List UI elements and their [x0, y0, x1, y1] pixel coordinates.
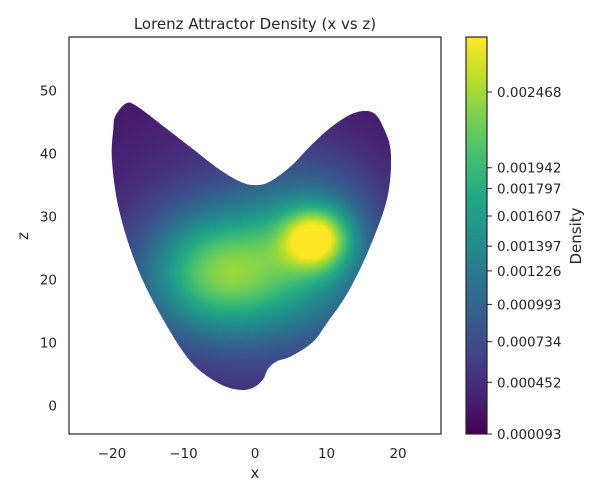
- x-axis-label: x: [251, 464, 260, 482]
- x-tick-label: 20: [389, 446, 406, 462]
- y-axis-label: z: [14, 232, 32, 240]
- plot-area: −20 −10 0 10 20 0 10 20 30 40 50: [40, 36, 442, 462]
- colorbar: 0.000093 0.000452 0.000734 0.000993 0.001226…: [465, 36, 585, 443]
- colorbar-tick-label: 0.000093: [497, 427, 561, 443]
- x-tick-label: −10: [169, 446, 198, 462]
- colorbar-label: Density: [567, 207, 585, 264]
- colorbar-ticks: 0.000093 0.000452 0.000734 0.000993 0.001226…: [487, 85, 561, 443]
- colorbar-tick-label: 0.000993: [497, 297, 561, 313]
- y-tick-label: 0: [48, 399, 57, 415]
- x-tick-label: −20: [98, 446, 127, 462]
- colorbar-tick-label: 0.001397: [497, 239, 561, 255]
- y-axis: 0 10 20 30 40 50: [40, 84, 57, 415]
- x-tick-label: 10: [318, 446, 335, 462]
- chart-title: Lorenz Attractor Density (x vs z): [134, 15, 376, 33]
- colorbar-tick-label: 0.000452: [497, 375, 561, 391]
- colorbar-tick-label: 0.001797: [497, 182, 561, 198]
- x-tick-label: 0: [251, 446, 260, 462]
- x-axis: −20 −10 0 10 20: [98, 446, 407, 462]
- colorbar-tick-label: 0.002468: [497, 85, 561, 101]
- colorbar-tick-label: 0.001607: [497, 209, 561, 225]
- plot-frame: [68, 36, 442, 435]
- y-tick-label: 50: [40, 84, 57, 100]
- y-tick-label: 30: [40, 210, 57, 226]
- y-tick-label: 10: [40, 336, 57, 352]
- y-tick-label: 40: [40, 147, 57, 163]
- colorbar-frame: [465, 36, 488, 435]
- y-tick-label: 20: [40, 273, 57, 289]
- colorbar-tick-label: 0.001226: [497, 264, 561, 280]
- colorbar-tick-label: 0.000734: [497, 335, 561, 351]
- colorbar-gradient: [466, 37, 487, 434]
- colorbar-tick-label: 0.001942: [497, 161, 561, 177]
